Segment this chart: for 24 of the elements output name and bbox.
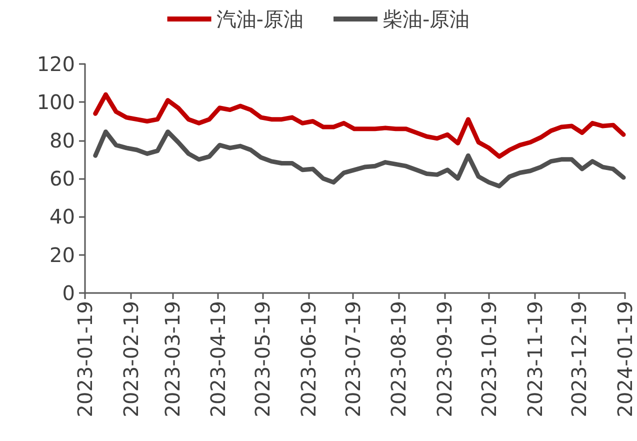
x-tick-label: 2023-06-19	[296, 301, 320, 418]
x-tick-label: 2023-04-19	[206, 301, 230, 418]
legend-label: 柴油-原油	[382, 7, 470, 31]
x-tick-label: 2024-01-19	[613, 301, 637, 418]
x-tick-label: 2023-10-19	[476, 301, 501, 418]
legend-label: 汽油-原油	[216, 7, 304, 31]
y-tick-label: 20	[50, 242, 75, 267]
x-tick-label: 2023-05-19	[250, 301, 275, 418]
x-tick-label: 2023-12-19	[567, 301, 592, 418]
y-tick-label: 0	[62, 281, 75, 305]
y-tick-label: 120	[36, 52, 75, 76]
x-tick-label: 2023-09-19	[432, 301, 457, 418]
line-series	[93, 92, 626, 159]
y-tick-label: 100	[36, 90, 75, 114]
y-tick-label: 60	[50, 166, 75, 190]
line-series	[93, 129, 626, 188]
x-tick-label: 2023-11-19	[522, 301, 547, 418]
y-tick-label: 80	[50, 128, 75, 152]
x-tick-label: 2023-07-19	[340, 301, 365, 418]
x-tick-label: 2023-02-19	[118, 301, 143, 418]
x-tick-label: 2023-08-19	[386, 301, 411, 418]
y-tick-label: 40	[50, 204, 75, 229]
x-tick-label: 2023-01-19	[73, 301, 97, 418]
x-tick-label: 2023-03-19	[160, 301, 184, 418]
